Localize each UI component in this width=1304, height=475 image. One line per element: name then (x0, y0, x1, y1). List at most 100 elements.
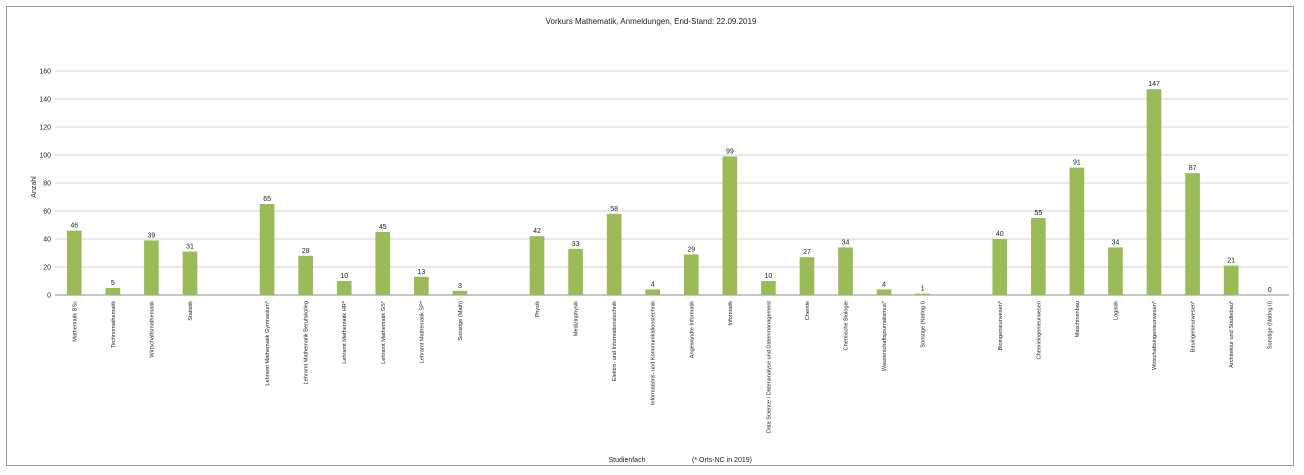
data-label: 4 (651, 281, 655, 288)
bar (992, 239, 1008, 295)
bar (259, 204, 275, 295)
data-label: 55 (1034, 210, 1042, 217)
data-label: 147 (1148, 81, 1160, 88)
data-label: 1 (921, 286, 925, 293)
bar (298, 255, 313, 295)
bar (414, 276, 429, 295)
category-label: Wasserschaftsjournalismus* (882, 300, 888, 371)
category-label: Lehramt Mathematik SP* (419, 300, 425, 363)
data-label: 65 (263, 196, 271, 203)
data-label: 87 (1189, 165, 1197, 172)
category-label: Sonstige (NatIng II) (1268, 301, 1274, 349)
category-label: Lehramt Mathematik HR* (342, 300, 348, 364)
category-label: Logistik (1113, 301, 1119, 320)
category-label: Technomathematik (111, 301, 117, 348)
y-axis-title: Anzahl (31, 176, 38, 198)
category-label: Lehramt Mathematik Berufskolleg (304, 301, 310, 384)
category-label: Physik (535, 301, 541, 318)
bar (452, 290, 468, 295)
bar (182, 251, 198, 295)
y-tick-label: 60 (43, 209, 51, 216)
y-tick-label: 140 (39, 97, 51, 104)
category-label: Sonstige (NatIng I) (921, 301, 927, 348)
data-label: 91 (1073, 160, 1081, 167)
data-label: 5 (111, 280, 115, 287)
data-label: 40 (996, 231, 1004, 238)
bar (761, 281, 776, 295)
bar-chart: Vorkurs Mathematik, Anmeldungen, End-Sta… (31, 17, 1289, 464)
chart-note: (* Orts-NC in 2019) (692, 457, 752, 464)
category-label: Statistik (188, 301, 194, 321)
y-tick-label: 20 (43, 265, 51, 272)
y-tick-label: 40 (43, 237, 51, 244)
y-tick-label: 160 (39, 69, 51, 76)
data-label: 0 (1268, 287, 1272, 294)
bar (144, 240, 159, 295)
y-tick-label: 100 (39, 153, 51, 160)
bar (799, 257, 815, 295)
bar (722, 156, 738, 295)
bar (876, 289, 892, 295)
bar (606, 213, 622, 295)
data-label: 33 (572, 241, 580, 248)
data-label: 42 (533, 228, 541, 235)
data-label: 3 (458, 283, 462, 290)
category-label: Angewandte Informatik (689, 301, 695, 358)
data-label: 13 (417, 269, 425, 276)
chart-frame: Vorkurs Mathematik, Anmeldungen, End-Sta… (6, 6, 1294, 466)
category-label: Lehramt Mathematik GS* (381, 300, 387, 364)
data-label: 10 (340, 273, 348, 280)
category-label: Maschinenbau (1075, 301, 1081, 337)
y-tick-label: 0 (47, 293, 51, 300)
category-label: Wirtschaftsmathematik (149, 301, 155, 358)
data-label: 46 (70, 223, 78, 230)
bar (66, 230, 82, 295)
category-label: Data Science / Datenanalyse und Datenman… (766, 301, 772, 434)
bar (336, 281, 352, 295)
data-label: 99 (726, 148, 734, 155)
bar (529, 236, 545, 295)
category-label: Informatik (728, 301, 734, 326)
data-label: 31 (186, 244, 194, 251)
x-axis-title: Studienfach (609, 457, 646, 464)
data-label: 4 (882, 281, 886, 288)
category-label: Elektro- und Informationstechnik (612, 301, 618, 381)
y-tick-label: 80 (43, 181, 51, 188)
bar (105, 288, 121, 295)
category-label: Chemieingenieurwesen (1036, 301, 1042, 359)
bar (645, 289, 661, 295)
category-label: Wirtschaftsingenieurwesen* (1152, 300, 1158, 370)
bar (1223, 265, 1239, 295)
data-label: 21 (1227, 258, 1235, 265)
bar (1108, 247, 1123, 295)
data-label: 28 (302, 248, 310, 255)
data-label: 27 (803, 249, 811, 256)
category-label: Bioingenieurwesen* (998, 300, 1004, 350)
category-label: Chemische Biologie (844, 301, 850, 350)
bar (1146, 89, 1162, 295)
category-label: Lehramt Mathematik Gymnasium* (265, 300, 271, 385)
data-label: 10 (765, 273, 773, 280)
bar (375, 232, 391, 295)
data-label: 45 (379, 224, 387, 231)
category-label: Bauingenieurwesen* (1191, 300, 1197, 352)
data-label: 34 (1112, 239, 1120, 246)
data-label: 39 (148, 232, 156, 239)
bar (838, 247, 853, 295)
category-label: Informations- und Kommunikationstechnik (651, 301, 657, 405)
bar (915, 293, 930, 295)
bar (568, 248, 583, 295)
bar (1069, 167, 1085, 295)
bar (1185, 173, 1200, 295)
category-label: Mathematik BSc (72, 301, 78, 342)
bar (683, 254, 699, 295)
category-label: Medizinphysik (574, 301, 580, 336)
category-label: Architektur und Städtebau* (1229, 300, 1235, 368)
chart-title: Vorkurs Mathematik, Anmeldungen, End-Sta… (546, 17, 757, 26)
category-label: Sonstige (Math) (458, 301, 464, 341)
bar (1031, 218, 1046, 295)
category-label: Chemie (805, 301, 811, 320)
y-tick-label: 120 (39, 125, 51, 132)
data-label: 29 (687, 246, 695, 253)
data-label: 58 (610, 206, 618, 213)
